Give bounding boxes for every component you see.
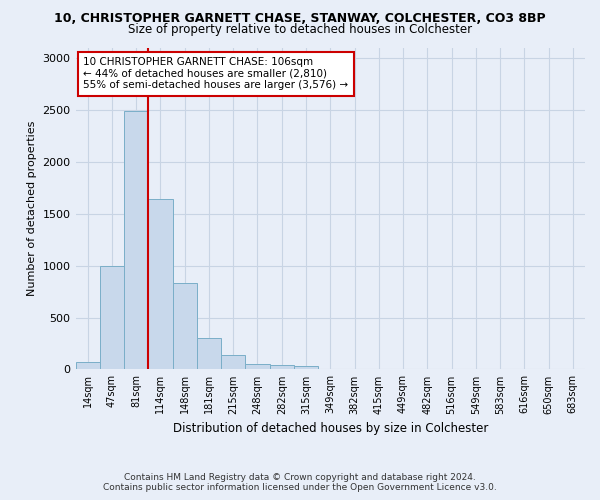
Y-axis label: Number of detached properties: Number of detached properties — [27, 121, 37, 296]
Bar — [221, 355, 245, 370]
X-axis label: Distribution of detached houses by size in Colchester: Distribution of detached houses by size … — [173, 422, 488, 435]
Bar — [124, 111, 148, 370]
Bar — [148, 199, 173, 370]
Text: 10 CHRISTOPHER GARNETT CHASE: 106sqm
← 44% of detached houses are smaller (2,810: 10 CHRISTOPHER GARNETT CHASE: 106sqm ← 4… — [83, 57, 349, 90]
Text: Size of property relative to detached houses in Colchester: Size of property relative to detached ho… — [128, 22, 472, 36]
Bar — [173, 283, 197, 370]
Bar — [100, 266, 124, 370]
Bar — [269, 366, 294, 370]
Bar — [76, 362, 100, 370]
Bar — [294, 366, 318, 370]
Text: Contains HM Land Registry data © Crown copyright and database right 2024.
Contai: Contains HM Land Registry data © Crown c… — [103, 473, 497, 492]
Bar — [197, 338, 221, 370]
Bar — [245, 364, 269, 370]
Text: 10, CHRISTOPHER GARNETT CHASE, STANWAY, COLCHESTER, CO3 8BP: 10, CHRISTOPHER GARNETT CHASE, STANWAY, … — [54, 12, 546, 26]
